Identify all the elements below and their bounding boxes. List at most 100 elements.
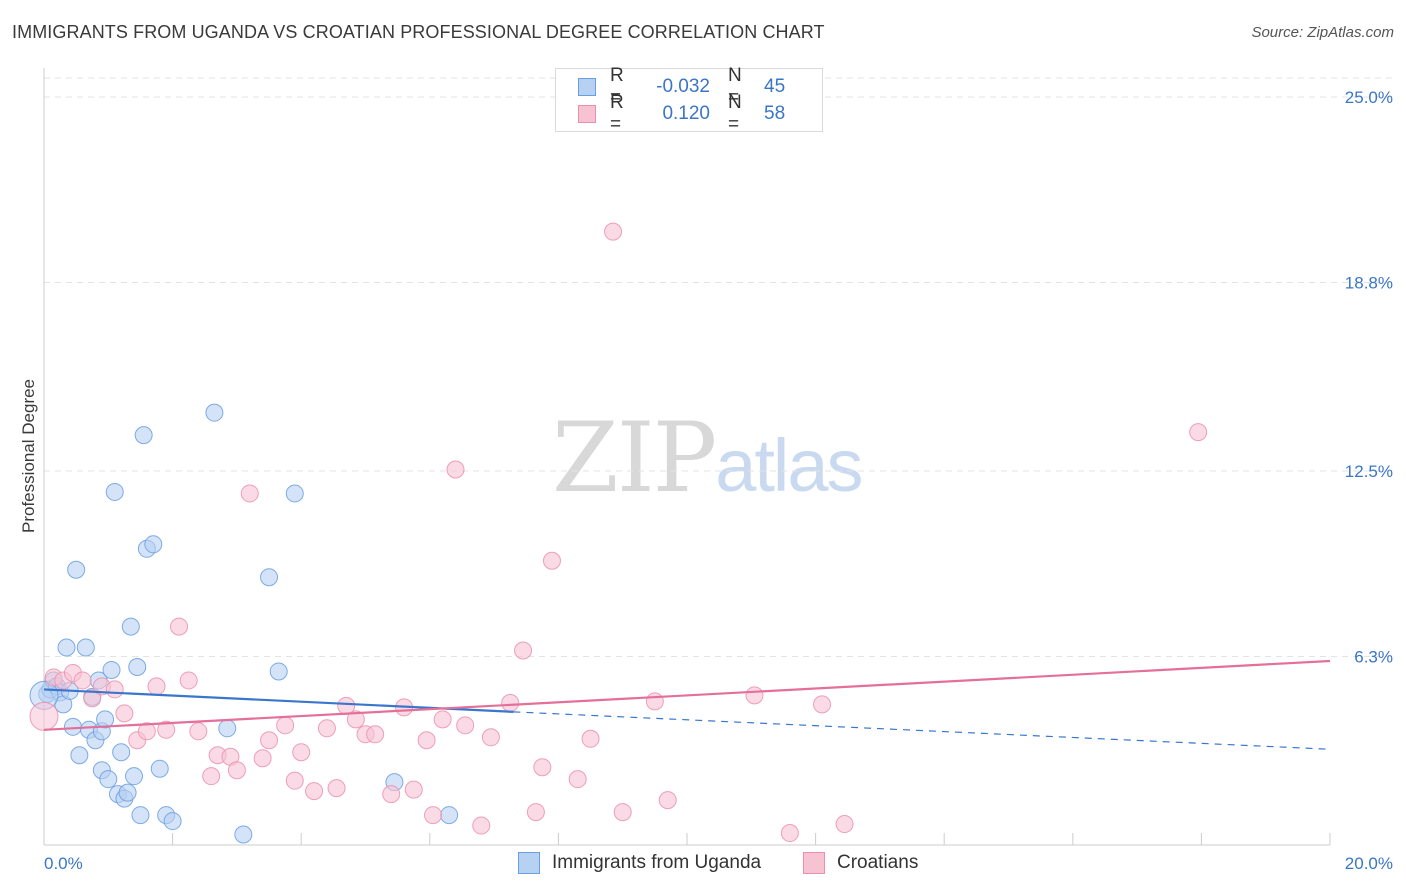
uganda-point (70, 746, 89, 765)
croatians-swatch (578, 105, 596, 123)
croatians-point (227, 761, 246, 780)
croatians-point (366, 725, 385, 744)
uganda-point (234, 825, 253, 844)
uganda-point (112, 743, 131, 762)
croatians-trend-line (43, 659, 1331, 731)
croatians-point (658, 791, 677, 810)
r-label: R = (610, 92, 624, 135)
uganda-point (131, 806, 150, 825)
uganda-point (125, 767, 144, 786)
croatians-point (73, 671, 92, 690)
n-label: N = (728, 65, 742, 108)
croatians-point (292, 743, 311, 762)
croatians-point (157, 720, 176, 739)
watermark: ZIPatlas (552, 402, 864, 514)
legend-row-uganda: R = -0.032 N = 45 (578, 65, 786, 108)
uganda-point (218, 719, 237, 738)
croatians-point (115, 704, 134, 723)
croatians-point (189, 722, 208, 741)
y-tick-label: 6.3% (1354, 648, 1393, 667)
uganda-trend-extension (513, 711, 1331, 750)
uganda-legend-swatch (518, 852, 540, 874)
croatians-point (327, 779, 346, 798)
croatians-point (83, 689, 102, 708)
uganda-point (118, 783, 137, 802)
uganda-point (99, 770, 118, 789)
n-value: 45 (764, 76, 786, 97)
croatians-point (105, 680, 124, 699)
uganda-legend-label: Immigrants from Uganda (552, 852, 762, 873)
croatians-point (424, 806, 443, 825)
uganda-point (163, 812, 182, 831)
croatians-point (179, 671, 198, 690)
uganda-point (67, 560, 86, 579)
uganda-point (205, 403, 224, 422)
croatians-point (285, 771, 304, 790)
croatians-legend-swatch (803, 852, 825, 874)
series-points (29, 222, 1208, 844)
croatians-point (276, 716, 295, 735)
r-value: 0.120 (662, 103, 710, 124)
croatians-point (433, 710, 452, 729)
croatians-point (240, 484, 259, 503)
legend-item-uganda[interactable]: Immigrants from Uganda (518, 852, 761, 874)
uganda-point (76, 638, 95, 657)
uganda-point (285, 484, 304, 503)
croatians-point (645, 692, 664, 711)
x-tick-labels: 0.0% 20.0% (44, 854, 1393, 873)
uganda-point (440, 806, 459, 825)
croatians-point (813, 695, 832, 714)
uganda-point (260, 568, 279, 587)
uganda-point (57, 638, 76, 657)
croatians-point (581, 729, 600, 748)
axes (43, 68, 1331, 846)
croatians-point (501, 693, 520, 712)
croatians-point (745, 686, 764, 705)
x-tick-label-max: 20.0% (1345, 854, 1393, 873)
croatians-point (533, 758, 552, 777)
watermark-zip: ZIP (552, 402, 717, 514)
uganda-point (134, 426, 153, 445)
series-legend: Immigrants from Uganda Croatians (0, 852, 1406, 878)
croatians-point (780, 824, 799, 843)
croatians-point (526, 803, 545, 822)
croatians-point (346, 710, 365, 729)
uganda-point (96, 710, 115, 729)
croatians-point (137, 722, 156, 741)
croatians-point (147, 677, 166, 696)
x-tick-label-min: 0.0% (44, 854, 83, 873)
n-label: N = (728, 92, 742, 135)
croatians-point (613, 803, 632, 822)
croatians-point (835, 815, 854, 834)
croatians-point (1189, 423, 1208, 442)
source-label: Source: ZipAtlas.com (1251, 24, 1394, 41)
r-label: R = (610, 65, 624, 108)
y-axis-label: Professional Degree (19, 379, 38, 533)
croatians-point (568, 770, 587, 789)
croatians-point (202, 767, 221, 786)
uganda-point (144, 535, 163, 554)
croatians-point (29, 701, 59, 731)
croatians-point (604, 222, 623, 241)
watermark-atlas: atlas (715, 424, 863, 507)
croatians-point (472, 816, 491, 835)
croatians-point (446, 460, 465, 479)
croatians-point (253, 749, 272, 768)
r-value: -0.032 (656, 76, 710, 97)
chart-title: IMMIGRANTS FROM UGANDA VS CROATIAN PROFE… (12, 22, 825, 42)
legend-row-croatians: R = 0.120 N = 58 (578, 92, 785, 135)
legend-item-croatians[interactable]: Croatians (803, 852, 918, 874)
uganda-point (102, 660, 121, 679)
croatians-point (481, 728, 500, 747)
croatians-legend-label: Croatians (837, 852, 919, 873)
uganda-point (128, 657, 147, 676)
croatians-point (305, 782, 324, 801)
croatians-point (456, 716, 475, 735)
uganda-point (105, 482, 124, 501)
croatians-point (170, 617, 189, 636)
uganda-swatch (578, 78, 596, 96)
croatians-point (404, 780, 423, 799)
grid-lines (44, 77, 1395, 658)
uganda-point (63, 717, 82, 736)
